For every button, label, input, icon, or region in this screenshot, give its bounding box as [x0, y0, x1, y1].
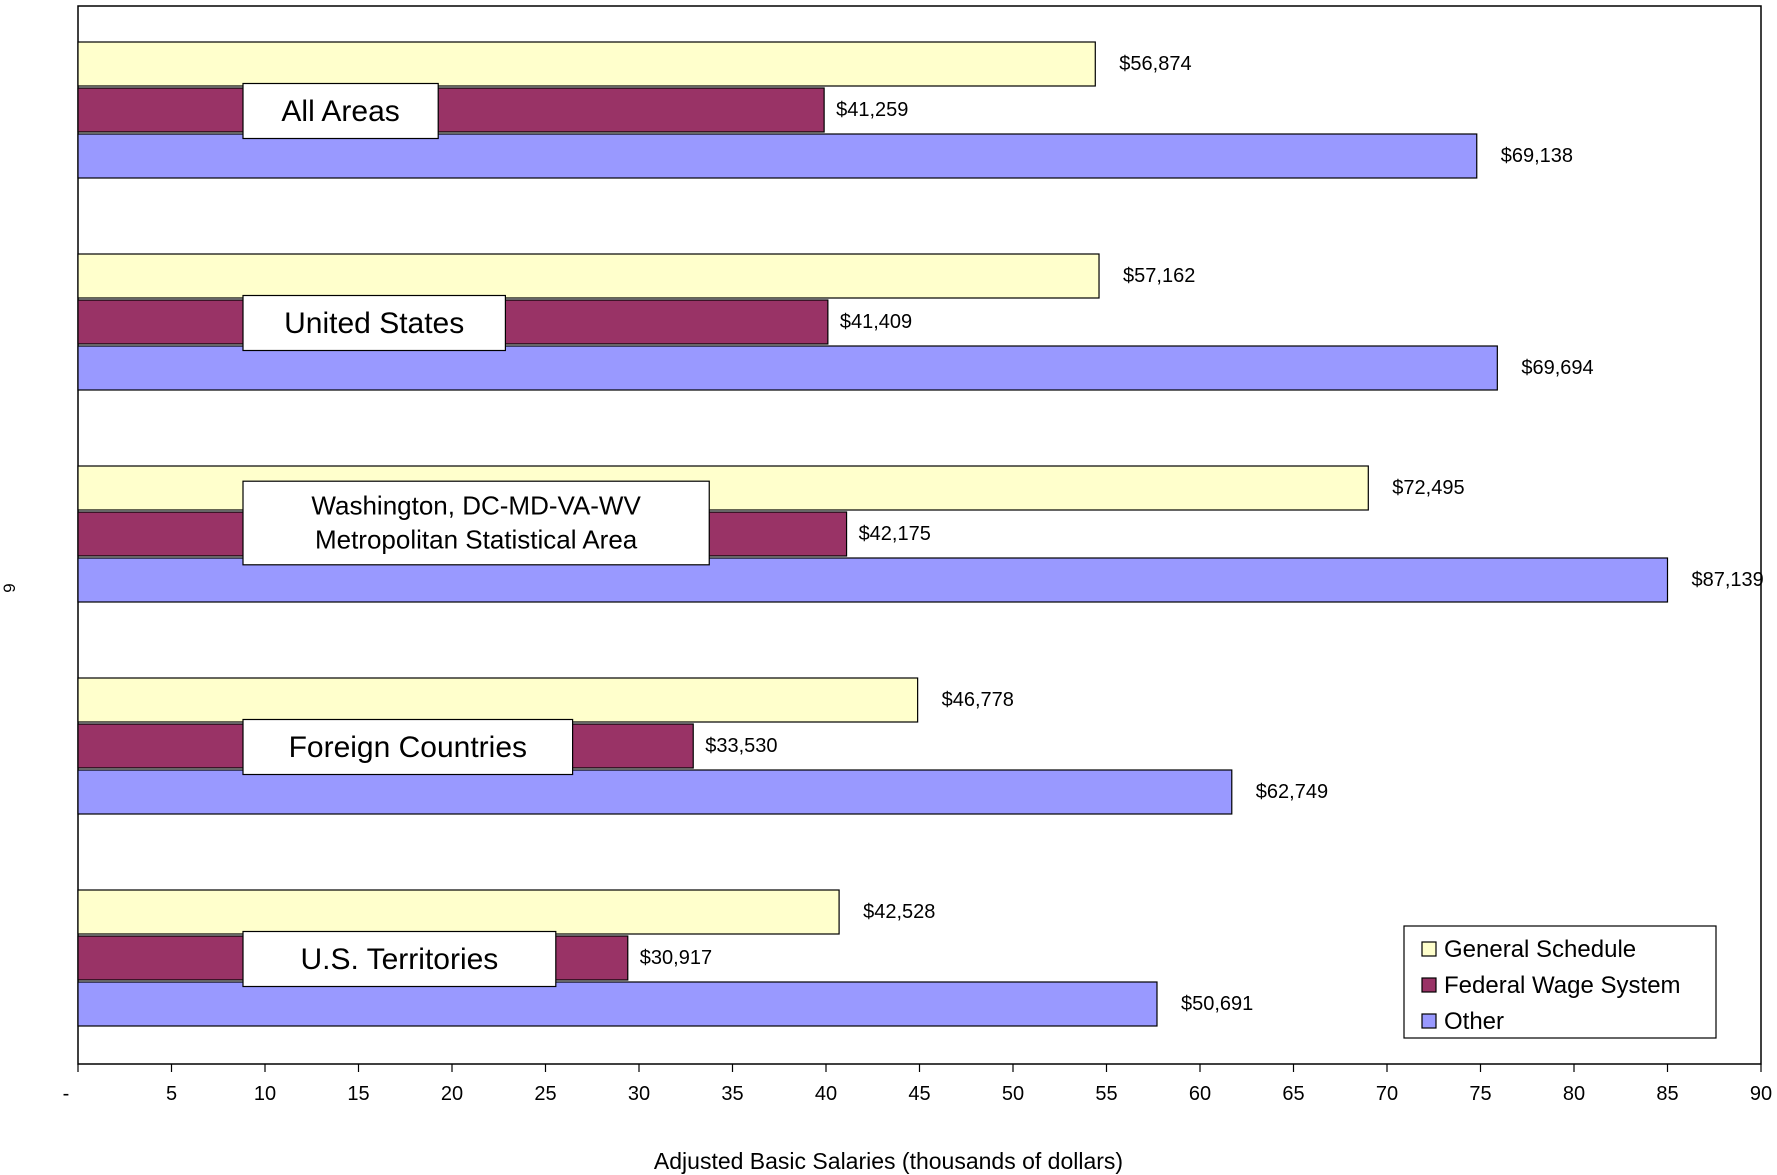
category-label-united-states-line-0: United States [284, 307, 464, 340]
bar-all-areas-other [77, 133, 1478, 179]
bar-foreign-countries-other [77, 769, 1233, 815]
x-tick-label-65: 65 [1282, 1083, 1304, 1105]
x-tick-label-5: 5 [166, 1083, 177, 1105]
x-tick-label-90: 90 [1750, 1083, 1772, 1105]
bar-united-states-general-schedule [77, 253, 1100, 299]
legend-label-federal-wage-system: Federal Wage System [1444, 972, 1681, 999]
legend-swatch-general-schedule [1421, 941, 1437, 957]
x-tick-label-50: 50 [1002, 1083, 1024, 1105]
value-label-u-s-territories-other: $50,691 [1181, 993, 1253, 1015]
value-label-washington-dc-md-va-wv-metropolitan-statistical-area-federal-wage-system: $42,175 [859, 523, 931, 545]
category-label-box-all-areas [242, 82, 439, 140]
legend-label-other: Other [1444, 1008, 1504, 1035]
x-tick-label-40: 40 [815, 1083, 837, 1105]
x-tick-label-25: 25 [534, 1083, 556, 1105]
x-tick-label-35: 35 [721, 1083, 743, 1105]
x-tick-label-80: 80 [1563, 1083, 1585, 1105]
x-tick-label-30: 30 [628, 1083, 650, 1105]
x-tick-label-70: 70 [1376, 1083, 1398, 1105]
category-label-washington-dc-md-va-wv-metropolitan-statistical-area-line-0: Washington, DC-MD-VA-WV [311, 491, 641, 521]
value-label-united-states-federal-wage-system: $41,409 [840, 311, 912, 333]
value-label-foreign-countries-general-schedule: $46,778 [942, 689, 1014, 711]
legend-box [1403, 925, 1717, 1039]
category-label-box-foreign-countries [242, 718, 574, 776]
x-axis-title: Adjusted Basic Salaries (thousands of do… [653, 1148, 1124, 1174]
value-label-foreign-countries-federal-wage-system: $33,530 [705, 735, 777, 757]
value-label-all-areas-general-schedule: $56,874 [1119, 53, 1191, 75]
x-axis: - 5 10 15 20 25 30 35 40 45 50 55 60 65 70 75 80 85 90 [63, 1064, 1772, 1105]
category-label-box-washington-dc-md-va-wv-metropolitan-statistical-area [242, 480, 710, 566]
category-labels-layer: All Areas United States Washington, DC-MD-… [242, 82, 710, 988]
x-tick-label-10: 10 [254, 1083, 276, 1105]
x-tick-label-45: 45 [908, 1083, 930, 1105]
category-label-all-areas-line-0: All Areas [281, 95, 399, 128]
value-labels-layer: $56,874 $41,259 $69,138 $57,162 $41,409 $69,6… [640, 53, 1764, 1015]
x-tick-label-75: 75 [1469, 1083, 1491, 1105]
bar-united-states-other [77, 345, 1498, 391]
bar-foreign-countries-general-schedule [77, 677, 919, 723]
x-tick-label-55: 55 [1095, 1083, 1117, 1105]
legend-swatch-federal-wage-system [1421, 977, 1437, 993]
page-number: 6 [0, 583, 19, 593]
value-label-all-areas-federal-wage-system: $41,259 [836, 99, 908, 121]
bar-u-s-territories-other [77, 981, 1158, 1027]
value-label-u-s-territories-federal-wage-system: $30,917 [640, 947, 712, 969]
bar-all-areas-federal-wage-system [77, 87, 825, 133]
value-label-washington-dc-md-va-wv-metropolitan-statistical-area-general-schedule: $72,495 [1392, 477, 1464, 499]
legend: General Schedule Federal Wage System Other [1403, 925, 1717, 1039]
x-tick-label-15: 15 [347, 1083, 369, 1105]
value-label-foreign-countries-other: $62,749 [1256, 781, 1328, 803]
value-label-united-states-other: $69,694 [1521, 357, 1593, 379]
value-label-all-areas-other: $69,138 [1501, 145, 1573, 167]
value-label-washington-dc-md-va-wv-metropolitan-statistical-area-other: $87,139 [1692, 569, 1764, 591]
category-label-u-s-territories-line-0: U.S. Territories [300, 943, 498, 976]
x-tick-label-60: 60 [1189, 1083, 1211, 1105]
bar-all-areas-general-schedule [77, 41, 1096, 87]
bar-u-s-territories-general-schedule [77, 889, 840, 935]
category-label-washington-dc-md-va-wv-metropolitan-statistical-area-line-1: Metropolitan Statistical Area [315, 524, 638, 554]
value-label-u-s-territories-general-schedule: $42,528 [863, 901, 935, 923]
legend-label-general-schedule: General Schedule [1444, 936, 1636, 963]
category-label-box-u-s-territories [242, 930, 557, 988]
value-label-united-states-general-schedule: $57,162 [1123, 265, 1195, 287]
x-tick-label-85: 85 [1656, 1083, 1678, 1105]
x-tick-label-0: - [63, 1083, 70, 1105]
category-label-box-united-states [242, 294, 506, 352]
category-label-foreign-countries-line-0: Foreign Countries [289, 731, 527, 764]
legend-swatch-other [1421, 1013, 1437, 1029]
x-tick-label-20: 20 [441, 1083, 463, 1105]
